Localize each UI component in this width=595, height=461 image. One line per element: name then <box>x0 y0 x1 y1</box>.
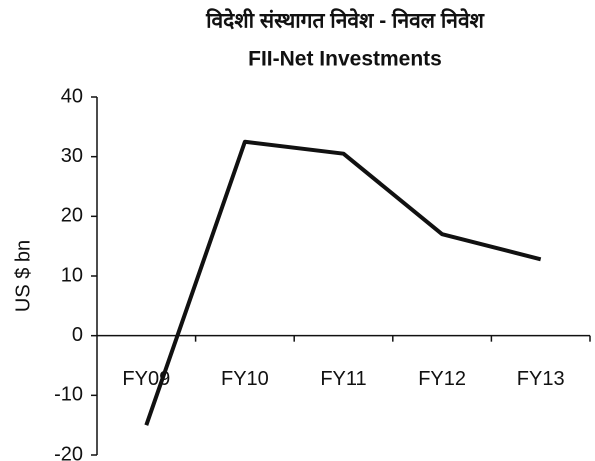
x-tick-label: FY11 <box>320 368 366 390</box>
y-tick-label: 20 <box>61 205 83 227</box>
y-tick-label: 30 <box>61 145 83 167</box>
data-line <box>144 139 542 426</box>
y-tick-label: 0 <box>72 324 83 346</box>
chart-title: विदेशी संस्थागत निवेश - निवल निवेश <box>205 8 485 33</box>
x-tick-label: FY10 <box>221 368 269 390</box>
x-tick-label: FY12 <box>418 368 466 390</box>
y-tick-label: -20 <box>54 443 83 461</box>
y-tick-label: 40 <box>61 85 83 107</box>
y-axis-label: US $ bn <box>12 240 34 312</box>
y-tick-label: -10 <box>54 384 83 406</box>
x-tick-label: FY09 <box>122 368 170 390</box>
y-tick-label: 10 <box>61 264 83 286</box>
x-tick-label: FY13 <box>517 368 565 390</box>
chart-subtitle: FII-Net Investments <box>248 48 442 71</box>
